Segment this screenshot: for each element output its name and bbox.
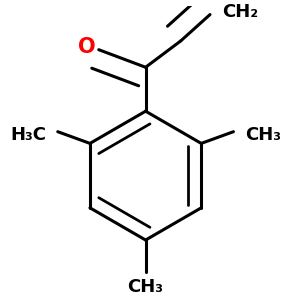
Text: CH₂: CH₂ <box>222 3 258 21</box>
Text: CH₃: CH₃ <box>128 278 164 296</box>
Text: CH₃: CH₃ <box>245 126 281 144</box>
Text: H₃C: H₃C <box>10 126 46 144</box>
Text: O: O <box>78 37 96 57</box>
